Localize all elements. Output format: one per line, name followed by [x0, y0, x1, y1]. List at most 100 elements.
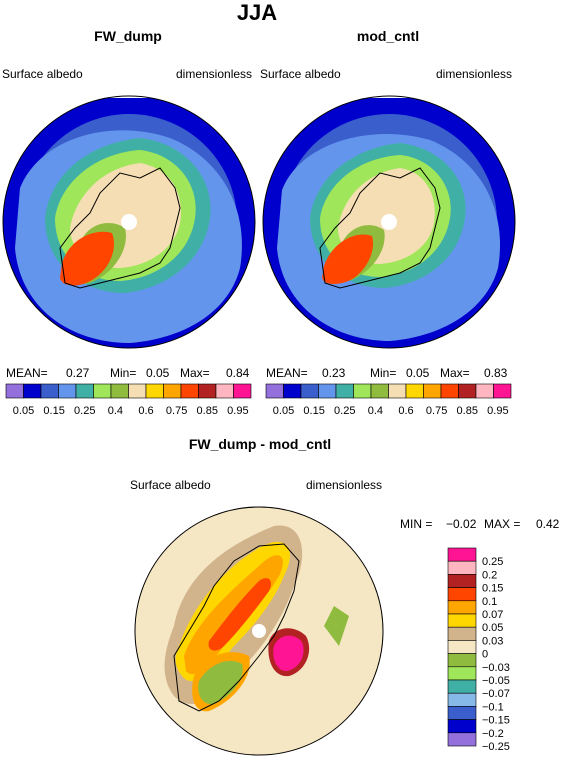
panel-3-colorbar-swatch [447, 679, 477, 694]
panel-3-min-label: MIN = [400, 517, 433, 531]
panel-3-variable-label: Surface albedo [130, 478, 211, 492]
panel-2-colorbar-tick-label: 0.85 [457, 405, 478, 417]
panel-3-colorbar-tick-label: 0.05 [482, 622, 503, 634]
panel-2-map [262, 95, 516, 349]
panel-3-colorbar-swatch [447, 692, 477, 707]
panel-1-colorbar-tick-label: 0.85 [197, 405, 218, 417]
panel-3-colorbar-tick-label: −0.1 [482, 701, 504, 713]
panel-2-colorbar-tick-label: 0.05 [273, 405, 294, 417]
panel-1-colorbar-swatch [75, 383, 94, 399]
panel-1-colorbar-swatch [163, 383, 182, 399]
panel-2-colorbar-swatch [265, 383, 284, 399]
panel-3-map [134, 506, 384, 756]
panel-1-title: FW_dump [94, 28, 162, 44]
panel-3-colorbar-swatch [447, 653, 477, 668]
figure-title: JJA [236, 0, 278, 25]
panel-2-colorbar-swatch [335, 383, 354, 399]
panel-2-colorbar-swatch [283, 383, 302, 399]
panel-3-colorbar-swatch [447, 626, 477, 641]
panel-1-colorbar-swatch [23, 383, 42, 399]
panel-1-colorbar-tick-label: 0.05 [13, 405, 34, 417]
panel-3-max-label: MAX = [484, 517, 521, 531]
panel-3-colorbar-swatch [447, 732, 477, 747]
panel-1-variable-label: Surface albedo [2, 67, 83, 81]
panel-3-colorbar-tick-label: −0.2 [482, 728, 504, 740]
panel-3-colorbar-swatch [447, 613, 477, 628]
panel-1-colorbar-swatch [198, 383, 217, 399]
panel-1-max-label: Max= [180, 366, 210, 380]
panel-3-colorbar-tick-label: −0.25 [482, 741, 510, 753]
panel-2-colorbar-swatch [388, 383, 407, 399]
panel-3-colorbar-swatch [447, 587, 477, 602]
panel-2-title: mod_cntl [356, 28, 420, 44]
panel-1-colorbar-swatch [180, 383, 199, 399]
panel-1-map [2, 95, 256, 349]
panel-1-colorbar-swatch [5, 383, 24, 399]
panel-3-colorbar-tick-label: 0.2 [482, 569, 497, 581]
panel-1-max-value: 0.84 [226, 366, 250, 380]
panel-2-colorbar-tick-label: 0.4 [368, 405, 383, 417]
panel-1-mean-label: MEAN= [6, 366, 48, 380]
panel-3-colorbar-swatch [447, 666, 477, 681]
panel-3-colorbar-tick-label: 0 [482, 649, 488, 661]
panel-2-max-value: 0.83 [484, 366, 508, 380]
panel-1-mean-value: 0.27 [66, 366, 90, 380]
panel-3-colorbar-swatch [447, 706, 477, 720]
panel-3-colorbar-tick-label: 0.03 [482, 635, 503, 647]
panel-2-colorbar-tick-label: 0.6 [398, 405, 413, 417]
panel-2-colorbar-swatch [440, 383, 459, 399]
panel-2-min-value: 0.05 [406, 366, 430, 380]
panel-2-colorbar-swatch [405, 383, 424, 399]
panel-2-colorbar-swatch [370, 383, 389, 399]
panel-3-min-value: −0.02 [446, 517, 477, 531]
panel-1-colorbar: 0.05 0.15 0.25 0.4 0.6 0.75 0.85 0.95 [5, 383, 252, 417]
panel-2-colorbar-tick-label: 0.25 [334, 405, 355, 417]
panel-3-colorbar-swatch [447, 560, 477, 575]
panel-1-min-value: 0.05 [146, 366, 170, 380]
panel-2-mean-value: 0.23 [322, 366, 346, 380]
panel-1-colorbar-swatch [110, 383, 129, 399]
panel-3-colorbar-tick-label: 0.15 [482, 583, 503, 595]
panel-3-colorbar-tick-label: 0.25 [482, 556, 503, 568]
panel-1-colorbar-swatch [128, 383, 147, 399]
panel-2-min-label: Min= [370, 366, 397, 380]
panel-2-colorbar-swatch [458, 383, 477, 399]
panel-2-colorbar-swatch [353, 383, 372, 399]
panel-3-colorbar: 0.250.20.150.10.070.050.030−0.03−0.05−0.… [447, 547, 510, 753]
panel-3-colorbar-tick-label: 0.07 [482, 609, 503, 621]
panel-2-colorbar-swatch [300, 383, 319, 399]
panel-1-units-label: dimensionless [176, 67, 253, 81]
panel-3-max-value: 0.42 [536, 517, 560, 531]
panel-2-colorbar: 0.05 0.15 0.25 0.4 0.6 0.75 0.85 0.95 [265, 383, 512, 417]
panel-1-colorbar-tick-label: 0.15 [43, 405, 64, 417]
panel-3-colorbar-tick-label: 0.1 [482, 596, 497, 608]
panel-2-mean-label: MEAN= [266, 366, 308, 380]
panel-3-title: FW_dump - mod_cntl [188, 436, 332, 452]
panel-2-colorbar-swatch [475, 383, 494, 399]
panel-2-colorbar-swatch [423, 383, 442, 399]
panel-1-colorbar-swatch [93, 383, 112, 399]
panel-1-colorbar-swatch [145, 383, 164, 399]
panel-3-colorbar-tick-label: −0.07 [482, 688, 510, 700]
panel-3-colorbar-swatch [447, 547, 477, 562]
panel-2-colorbar-tick-label: 0.95 [487, 405, 508, 417]
panel-2-colorbar-swatch [318, 383, 337, 399]
panel-2-variable-label: Surface albedo [260, 67, 341, 81]
panel-3-colorbar-tick-label: −0.05 [482, 675, 510, 687]
panel-1-min-label: Min= [110, 366, 137, 380]
panel-1-colorbar-swatch [58, 383, 77, 399]
panel-3-colorbar-swatch [447, 719, 477, 734]
panel-1-colorbar-tick-label: 0.4 [108, 405, 123, 417]
panel-1-colorbar-swatch [233, 383, 252, 399]
panel-2-colorbar-swatch [493, 383, 512, 399]
panel-2-units-label: dimensionless [436, 67, 513, 81]
panel-1-colorbar-tick-label: 0.95 [227, 405, 248, 417]
panel-3-colorbar-swatch [447, 574, 477, 588]
panel-3-units-label: dimensionless [306, 478, 383, 492]
panel-2-colorbar-tick-label: 0.75 [426, 405, 447, 417]
panel-1-colorbar-tick-label: 0.75 [166, 405, 187, 417]
panel-1-colorbar-tick-label: 0.6 [138, 405, 153, 417]
panel-1-colorbar-tick-label: 0.25 [74, 405, 95, 417]
panel-1-colorbar-swatch [215, 383, 234, 399]
panel-3-colorbar-tick-label: −0.03 [482, 662, 510, 674]
